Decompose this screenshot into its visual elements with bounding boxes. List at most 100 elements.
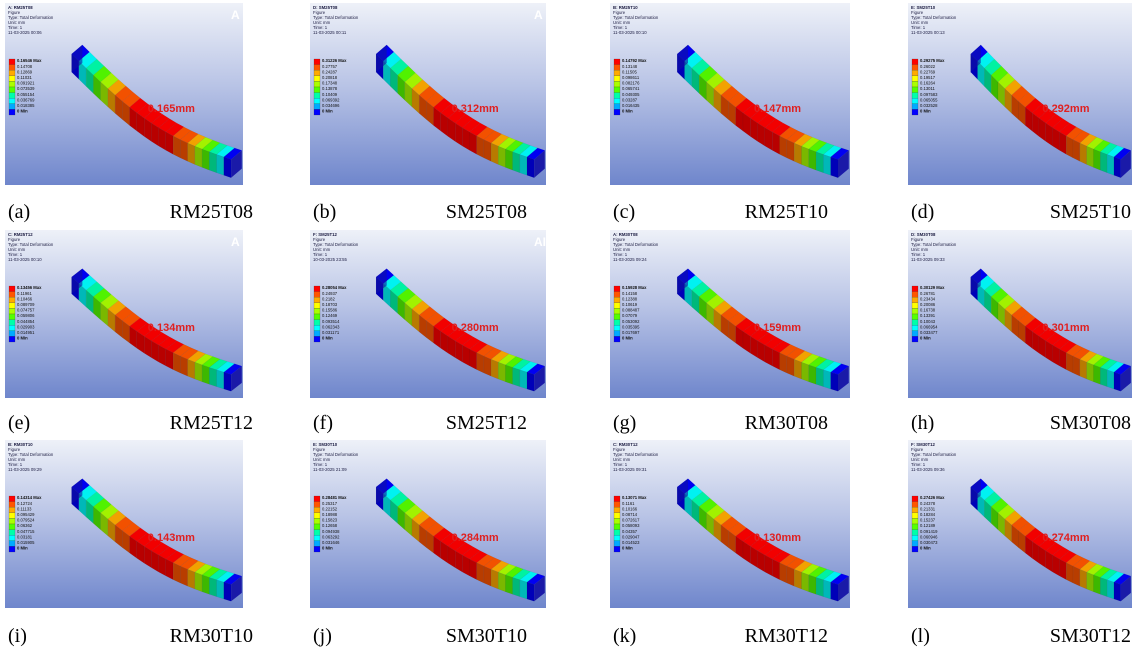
legend-swatch [8,507,16,513]
header-line: Time: 1 [8,462,23,467]
header-line: Time: 1 [8,252,23,257]
beam-side [483,565,492,587]
beam-side [772,558,780,580]
legend-label: 0.24937 [322,291,338,296]
header-line: Type: Total Deformation [911,242,957,247]
legend-label: 0.13071 Max [622,495,647,500]
deformation-label: 0.292mm [1042,103,1089,115]
legend-swatch [313,319,321,326]
legend-label: 0.073539 [17,86,35,91]
legend-swatch [911,64,919,71]
header-line: C: RM25T12 [8,232,33,237]
legend-label: 0.066954 [920,324,938,329]
beam-side [815,367,824,387]
caption-name: SM30T12 [1049,625,1131,647]
header-line: Figure [313,10,326,15]
header-line: Unit: mm [8,20,26,25]
legend-label: 0.18988 [322,512,338,517]
legend-swatch [911,529,919,536]
legend-label: 0.029903 [17,324,35,329]
beam-end [231,576,242,602]
header-line: Time: 1 [313,252,328,257]
caption-name: SM25T12 [445,412,527,434]
legend-label: 0.13148 [622,64,638,69]
legend-swatch [313,325,321,331]
legend-swatch [911,75,919,82]
legend-swatch [911,330,919,337]
beam-side [1079,569,1087,590]
header-line: Unit: mm [313,457,331,462]
header-line: Type: Total Deformation [8,15,54,20]
beam-side [1107,154,1115,176]
beam-side [808,364,817,385]
caption-label: (h) [911,412,935,434]
beam-side [1072,565,1081,587]
legend-swatch [313,308,321,315]
beam-side [505,364,513,385]
legend-label: 0.12658 [322,523,338,528]
simulation-panel: C: RM30T12 Figure Type: Total Deformation U… [610,440,850,608]
beam-side [512,151,520,173]
legend-label: 0.16546 Max [17,58,42,63]
legend-label: 0.13878 [322,86,338,91]
beam-start [71,478,83,504]
legend-label: 0.31226 Max [322,58,347,63]
legend-swatch [613,512,621,519]
beam-end [231,366,242,392]
header-line: 11-03-2025 00:10 [8,257,42,262]
legend-label: 0.03287 [622,97,638,102]
legend-label: 0.10409 [322,92,338,97]
caption-name: SM30T08 [1049,412,1131,434]
legend-label: 0 Min [322,109,333,114]
header-line: Time: 1 [911,462,926,467]
beam-side [1113,156,1121,178]
header-line: Type: Total Deformation [313,452,359,457]
caption-name: SM25T08 [445,201,527,223]
header-line: 11-03-2025 09:36 [911,467,945,472]
legend-label: 0.06362 [17,523,33,528]
legend-label: 0.063292 [322,534,340,539]
legend-swatch [911,325,919,331]
legend-label: 0.014951 [17,330,35,335]
beam-side [1086,146,1094,168]
beam-side [1107,369,1115,390]
legend-swatch [8,109,16,116]
legend-swatch [911,285,919,292]
header-line: C: RM30T12 [613,442,638,447]
header-line: Figure [613,237,626,242]
legend-label: 0.069392 [322,97,340,102]
legend-label: 0.10166 [622,506,638,511]
beam-side [490,569,499,590]
beam-side [187,569,196,590]
legend-label: 0.058093 [622,523,640,528]
header-line: Figure [613,447,626,452]
legend-label: 0.20818 [322,75,338,80]
beam-side [187,142,196,165]
caption-name: RM30T10 [169,625,253,647]
legend-label: 0 Min [17,109,28,114]
caption-label: (i) [8,625,27,647]
header-line: Figure [313,447,326,452]
beam-side [1066,352,1074,374]
legend-label: 0 Min [17,336,28,341]
legend-swatch [313,313,321,320]
caption-label: (e) [8,412,31,434]
header-line: Time: 1 [313,462,328,467]
legend-label: 0.053092 [622,319,640,324]
beam-side [216,154,225,176]
legend-label: 0.1161 [622,501,635,506]
beam-side [526,371,535,392]
beam-side [779,135,787,159]
beam-side [1107,579,1115,600]
beam-start [677,478,688,504]
legend-label: 0.10466 [17,296,33,301]
beam-side [1066,135,1074,159]
caption-name: RM30T08 [744,412,828,434]
header-line: Figure [911,10,924,15]
beam-side [779,352,787,374]
legend-swatch [8,330,16,337]
legend-swatch [313,98,321,104]
beam-side [1086,362,1094,382]
